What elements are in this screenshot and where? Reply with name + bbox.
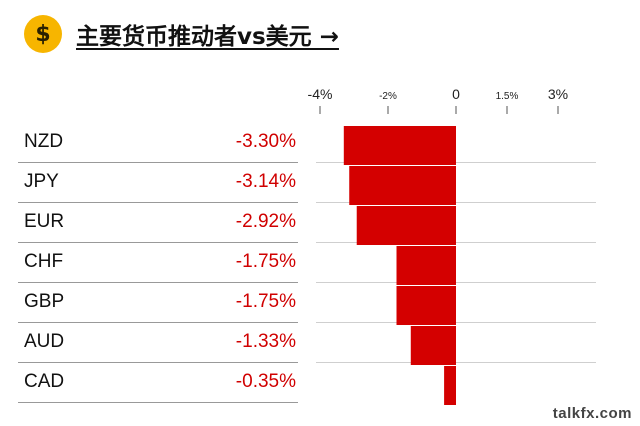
bar-nzd	[343, 126, 456, 165]
row-divider	[18, 162, 298, 163]
percent-change-label: -1.75%	[235, 251, 296, 272]
row-divider	[18, 402, 298, 403]
row-divider	[18, 282, 298, 283]
currency-label: NZD	[24, 131, 64, 152]
percent-change-label: -0.35%	[235, 371, 296, 392]
x-tick-label: 3%	[548, 86, 568, 102]
currency-label: GBP	[24, 291, 65, 312]
x-tick-label: 0	[452, 86, 460, 102]
currency-label: EUR	[24, 211, 65, 232]
currency-label: CHF	[24, 251, 64, 272]
x-tick-label: -2%	[379, 91, 397, 102]
percent-change-label: -1.33%	[235, 331, 296, 352]
watermark: talkfx.com	[552, 405, 632, 422]
currency-label: JPY	[24, 171, 59, 192]
page-title-link[interactable]: 主要货币推动者vs美元 →	[76, 24, 339, 50]
bar-aud	[410, 326, 456, 365]
row-divider	[18, 362, 298, 363]
x-tick-label: 1.5%	[496, 91, 519, 102]
bar-eur	[356, 206, 456, 245]
currency-label: AUD	[24, 331, 65, 352]
header: $ 主要货币推动者vs美元 →	[24, 14, 339, 54]
dollar-coin-icon: $	[24, 15, 62, 53]
table-row: CAD -0.35%	[18, 363, 596, 403]
bar-chf	[396, 246, 456, 285]
x-tick-label: -4%	[308, 86, 333, 102]
row-divider	[18, 202, 298, 203]
percent-change-label: -1.75%	[235, 291, 296, 312]
bar-jpy	[349, 166, 456, 205]
row-divider	[18, 322, 298, 323]
currency-label: CAD	[24, 371, 65, 392]
percent-change-label: -3.14%	[235, 171, 296, 192]
bar-cad	[444, 366, 456, 405]
row-divider	[18, 242, 298, 243]
percent-change-label: -3.30%	[235, 131, 296, 152]
bar-gbp	[396, 286, 456, 325]
percent-change-label: -2.92%	[235, 211, 296, 232]
